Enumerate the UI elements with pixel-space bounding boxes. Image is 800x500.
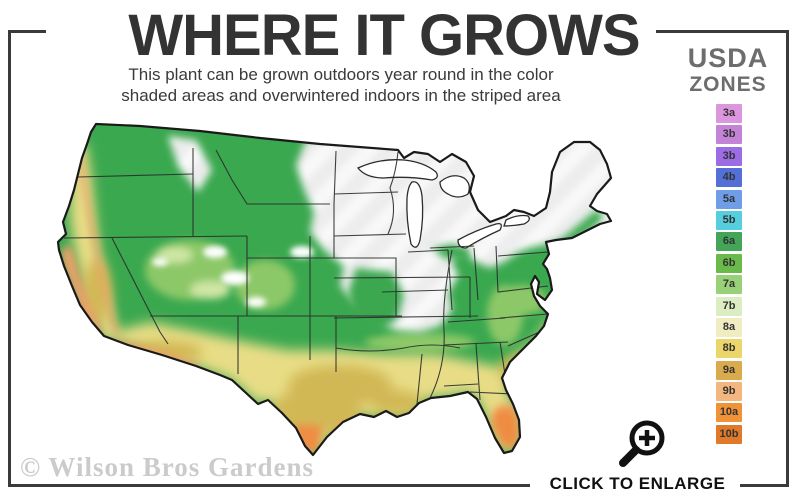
great-lakes <box>356 159 530 249</box>
click-to-enlarge-label[interactable]: CLICK TO ENLARGE <box>549 474 726 493</box>
frame-right-border <box>786 30 789 487</box>
frame-top-left-segment <box>8 30 46 33</box>
frame-top-right-segment <box>656 30 789 33</box>
zone-swatch: 8b <box>716 339 742 359</box>
zone-swatch: 5b <box>716 210 742 230</box>
legend-title: USDA ZONES <box>676 43 780 97</box>
zone-swatch: 8a <box>716 317 742 337</box>
watermark: © Wilson Bros Gardens <box>20 452 314 482</box>
zone-swatch: 7a <box>716 275 742 295</box>
zone-swatch: 3b <box>716 125 742 145</box>
zone-swatch: 9a <box>716 360 742 380</box>
frame-bottom-right-segment <box>740 484 789 487</box>
zone-swatch: 3a <box>716 104 742 123</box>
frame-bottom-left-segment <box>8 484 530 487</box>
zone-swatch: 4b <box>716 168 742 188</box>
zone-swatch: 3b <box>716 146 742 166</box>
zone-swatch: 7b <box>716 296 742 316</box>
legend-title-zones: ZONES <box>689 73 767 96</box>
zone-swatch: 5a <box>716 189 742 209</box>
magnifier-plus-icon[interactable] <box>606 410 668 470</box>
us-zone-map[interactable] <box>6 110 666 475</box>
frame-left-border <box>8 30 11 487</box>
subtitle-line-1: This plant can be grown outdoors year ro… <box>128 65 554 84</box>
zone-swatch: 6a <box>716 232 742 252</box>
tan-zone-patches <box>83 260 540 434</box>
page-title: WHERE IT GROWS <box>128 3 640 68</box>
zone-swatch: 10a <box>716 403 742 423</box>
us-outline <box>56 122 613 457</box>
zone-swatch: 6b <box>716 253 742 273</box>
zone-list: 3a 3b 3b 4b 5a 5b 6a 6b 7a 7b 8a 8b 9a 9b 10a 10b <box>716 104 742 446</box>
state-borders <box>63 148 549 417</box>
page-subtitle: This plant can be grown outdoors year ro… <box>41 64 641 106</box>
zone-swatch: 9b <box>716 382 742 402</box>
subtitle-line-2: shaded areas and overwintered indoors in… <box>121 86 561 105</box>
legend-title-usda: USDA <box>687 43 769 73</box>
zone-swatch: 10b <box>716 424 742 444</box>
